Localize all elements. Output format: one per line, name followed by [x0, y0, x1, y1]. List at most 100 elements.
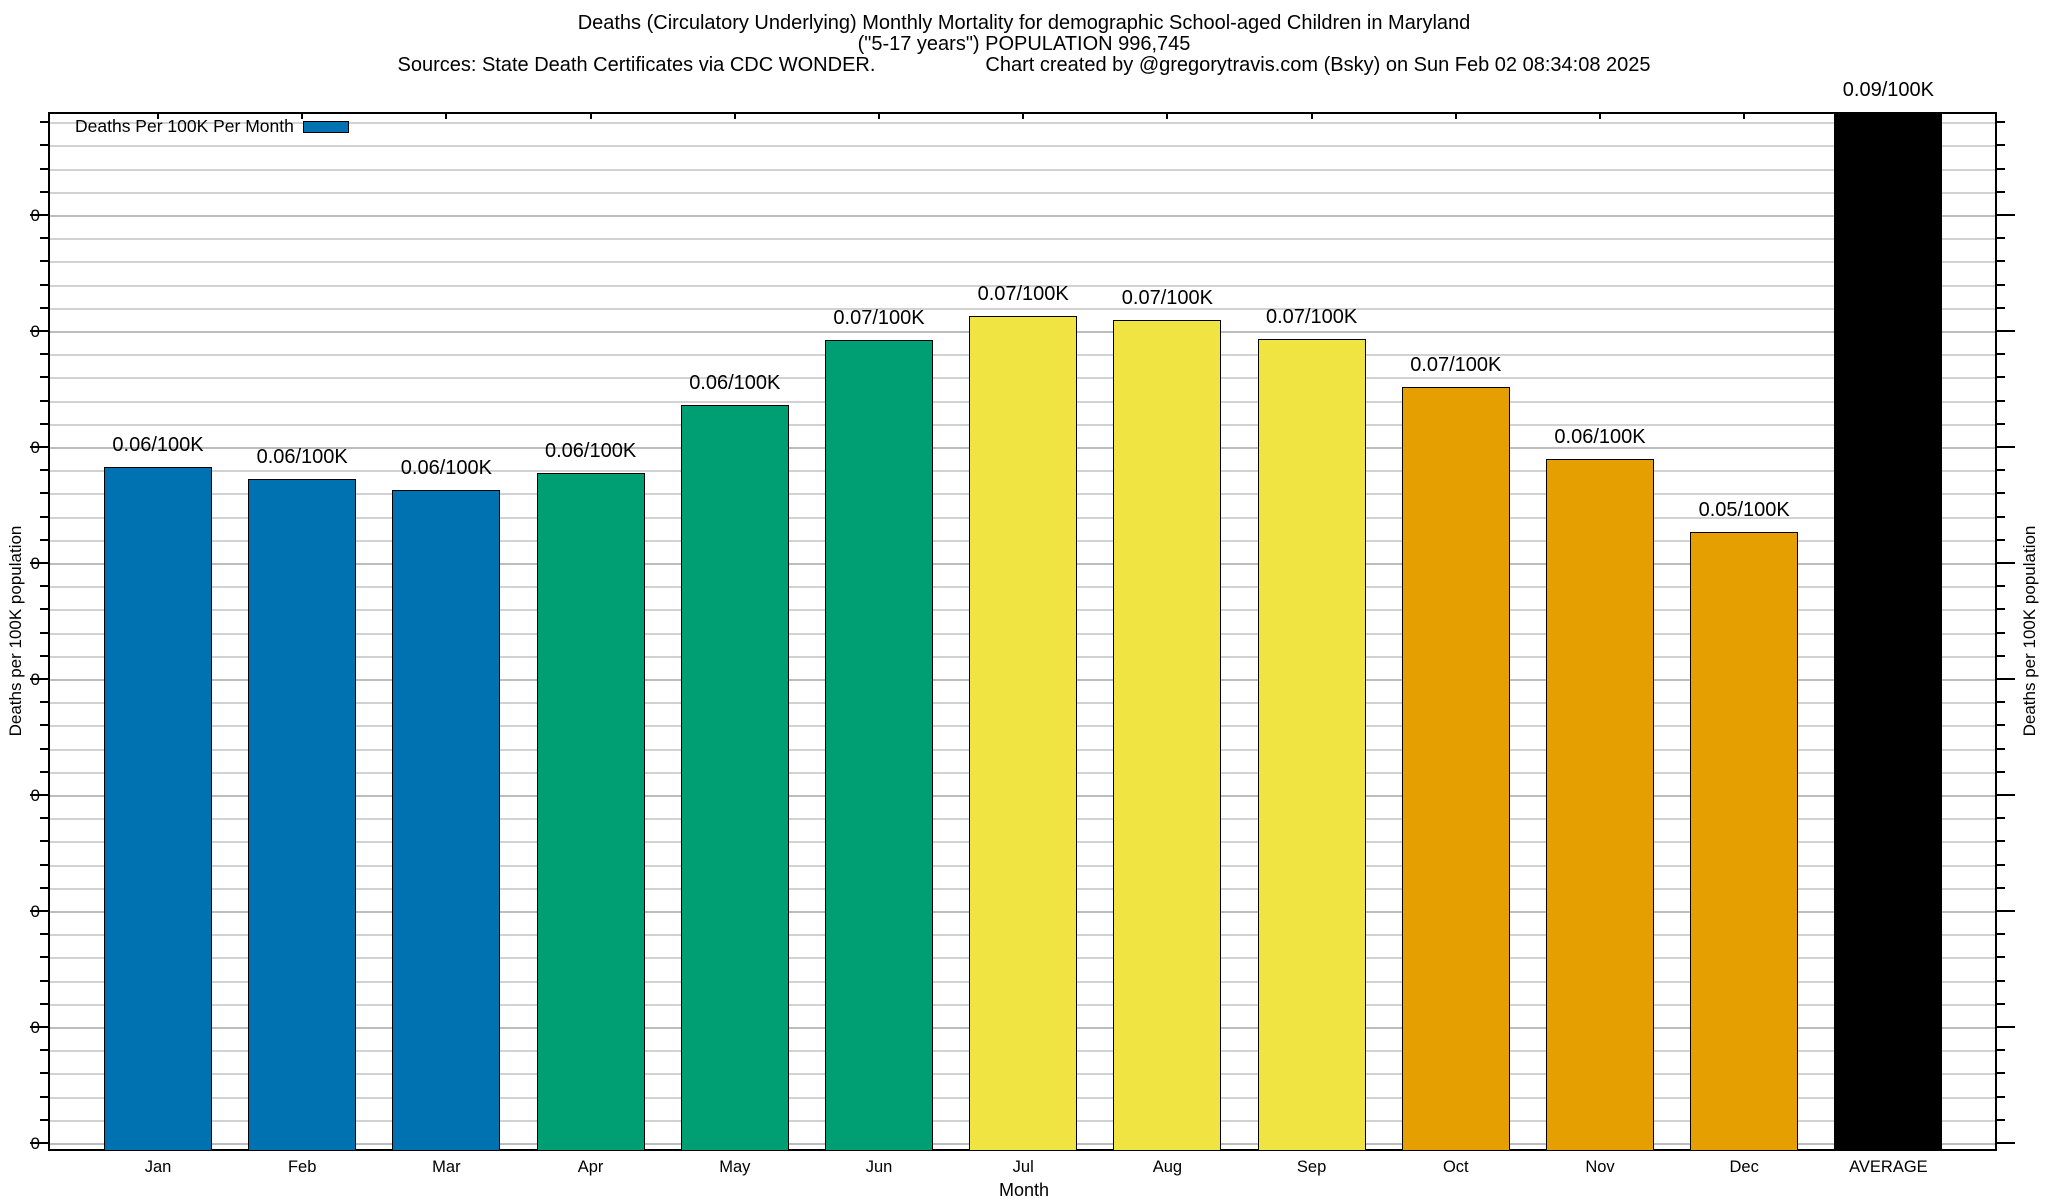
y-axis-tick-left: [40, 399, 48, 402]
y-axis-tick-left: [30, 794, 48, 796]
chart-title-line3: Sources: State Death Certificates via CD…: [0, 55, 2048, 76]
y-axis-tick-right: [1997, 167, 2005, 170]
x-tick-label-feb: Feb: [287, 1158, 317, 1176]
x-tick-label-nov: Nov: [1585, 1158, 1615, 1176]
y-axis-tick-left: [40, 1095, 48, 1098]
bar-aug: [1113, 319, 1222, 1151]
y-axis-tick-left: [40, 1002, 48, 1005]
y-axis-tick-right: [1997, 376, 2005, 379]
y-axis-tick-left: [40, 306, 48, 309]
gridline-minor: [50, 261, 1995, 264]
y-axis-tick-right: [1997, 237, 2005, 240]
bar-value-label: 0.07/100K: [1121, 286, 1213, 309]
y-axis-tick-left: [40, 492, 48, 495]
y-axis-tick-left: [40, 469, 48, 472]
y-axis-title-left: Deaths per 100K population: [6, 525, 25, 737]
x-tick-label-sep: Sep: [1296, 1158, 1327, 1176]
top-axis-tick: [157, 112, 159, 119]
y-axis-tick-left: [40, 817, 48, 820]
bar-may: [680, 404, 789, 1151]
y-axis-tick-right: [1997, 979, 2005, 982]
y-axis-tick-right: [1997, 190, 2005, 193]
gridline-minor: [50, 284, 1995, 287]
x-tick-label-jun: Jun: [865, 1158, 893, 1176]
y-axis-tick-left: [30, 330, 48, 332]
y-axis-tick-left: [30, 1142, 48, 1144]
y-axis-tick-right: [1997, 492, 2005, 495]
top-axis-tick: [1022, 112, 1025, 119]
y-axis-tick-right: [1997, 817, 2005, 820]
y-axis-tick-right: [1997, 1072, 2005, 1075]
y-axis-tick-left: [40, 283, 48, 286]
bar-value-label: 0.07/100K: [977, 282, 1069, 305]
y-axis-tick-left: [40, 863, 48, 866]
y-axis-tick-left: [40, 770, 48, 773]
top-axis-tick: [1599, 112, 1601, 119]
y-tick-label: 0: [30, 785, 40, 805]
bar-value-label: 0.06/100K: [544, 439, 637, 462]
y-axis-tick-left: [40, 190, 48, 193]
y-axis-tick-left: [40, 840, 48, 843]
bar-sep: [1257, 338, 1366, 1151]
x-tick-label-jan: Jan: [144, 1158, 172, 1176]
bar-nov: [1546, 459, 1654, 1151]
x-tick-label-oct: Oct: [1442, 1158, 1469, 1176]
y-axis-tick-right: [1997, 724, 2005, 727]
bar-value-label: 0.07/100K: [1265, 305, 1358, 328]
bar-value-label: 0.07/100K: [1410, 354, 1502, 377]
y-axis-tick-right: [1997, 538, 2005, 541]
bar-value-label: 0.07/100K: [833, 306, 925, 329]
bar-jun: [825, 339, 933, 1151]
y-axis-tick-right: [1997, 1095, 2005, 1098]
gridline-major: [50, 215, 1995, 217]
y-axis-tick-left: [40, 515, 48, 518]
y-axis-tick-right: [1997, 515, 2005, 518]
y-axis-tick-right: [1997, 121, 2005, 124]
chart-sources-text: Sources: State Death Certificates via CD…: [397, 54, 876, 76]
y-axis-tick-right: [1997, 469, 2005, 472]
gridline-minor: [50, 145, 1995, 148]
gridline-minor: [50, 122, 1995, 125]
top-axis-tick: [733, 112, 736, 119]
gridline-minor: [50, 191, 1995, 194]
x-tick-label-jul: Jul: [1012, 1158, 1034, 1176]
y-axis-tick-right: [1997, 1026, 2015, 1028]
y-axis-tick-right: [1997, 1002, 2005, 1005]
y-axis-tick-left: [40, 585, 48, 588]
y-axis-tick-right: [1997, 701, 2005, 704]
y-axis-tick-left: [30, 446, 48, 448]
y-axis-tick-right: [1997, 399, 2005, 402]
y-tick-label: 0: [30, 1133, 40, 1153]
y-axis-tick-left: [40, 886, 48, 889]
y-axis-tick-left: [30, 214, 48, 216]
x-axis-title: Month: [998, 1180, 1050, 1200]
top-axis-tick: [589, 112, 592, 119]
bar-value-label: 0.06/100K: [256, 445, 348, 468]
y-axis-tick-left: [40, 167, 48, 170]
top-axis-tick: [1743, 112, 1746, 119]
chart-header: Deaths (Circulatory Underlying) Monthly …: [0, 13, 2048, 76]
top-axis-tick: [1454, 112, 1457, 119]
y-axis-tick-left: [40, 747, 48, 750]
bar-value-label: 0.06/100K: [112, 434, 204, 457]
y-axis-tick-right: [1997, 144, 2005, 147]
y-axis-tick-right: [1997, 654, 2005, 657]
y-axis-tick-left: [40, 701, 48, 704]
chart-title-line2: ("5-17 years") POPULATION 996,745: [857, 33, 1191, 55]
y-axis-tick-right: [1997, 260, 2005, 263]
y-axis-tick-left: [30, 1026, 48, 1028]
bar-value-label: 0.06/100K: [400, 457, 492, 480]
bar-value-label: 0.05/100K: [1698, 498, 1790, 521]
legend-swatch-icon: [302, 120, 349, 133]
y-axis-tick-left: [40, 353, 48, 356]
bar-value-label: 0.06/100K: [689, 371, 781, 394]
bar-oct: [1401, 387, 1510, 1151]
y-axis-tick-left: [40, 956, 48, 959]
y-axis-tick-left: [40, 1118, 48, 1121]
bar-value-label: 0.09/100K: [1842, 79, 1934, 101]
x-tick-label-aug: Aug: [1152, 1158, 1183, 1176]
y-axis-tick-right: [1997, 886, 2005, 889]
y-axis-tick-left: [40, 538, 48, 541]
y-tick-label: 0: [30, 669, 40, 689]
y-axis-tick-left: [40, 631, 48, 634]
